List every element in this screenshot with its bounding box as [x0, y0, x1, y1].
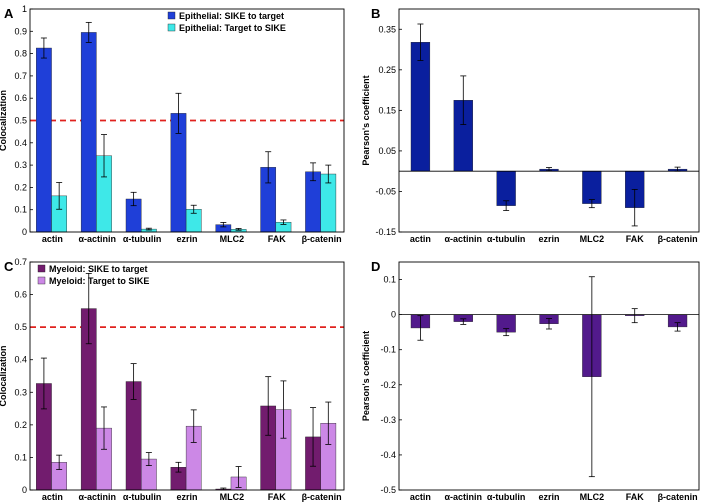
x-tick-label: α-tubulin — [487, 234, 526, 244]
x-tick-label: α-actinin — [445, 234, 483, 244]
y-tick-label: 0.7 — [14, 71, 27, 81]
y-tick-label: 0.1 — [383, 275, 396, 285]
plot-frame — [398, 8, 700, 233]
x-tick-label: FAK — [626, 492, 645, 502]
x-tick-label: actin — [410, 492, 431, 502]
y-tick-label: 0.6 — [14, 290, 27, 300]
plot-frame — [29, 261, 345, 491]
x-tick-label: ezrin — [538, 234, 559, 244]
y-axis-label: Colocalization — [0, 90, 8, 151]
y-tick-label: 0.4 — [14, 355, 27, 365]
x-tick-label: α-actinin — [79, 492, 117, 502]
x-tick-label: β-catenin — [302, 234, 342, 244]
y-tick-label: 0.1 — [14, 452, 27, 462]
y-tick-label: 0.2 — [14, 420, 27, 430]
x-tick-label: FAK — [268, 492, 287, 502]
panel-c: C 0 0.1 0.2 0.3 0.4 0.5 0.6 0.7 Colocalization act… — [0, 257, 345, 502]
y-tick-label: 0.15 — [378, 105, 396, 115]
plot-frame — [398, 261, 700, 491]
y-tick-label: 0.3 — [14, 160, 27, 170]
panel-label: C — [4, 259, 14, 274]
legend-swatch — [167, 23, 176, 32]
bar — [80, 32, 97, 233]
y-tick-label: 0 — [391, 310, 396, 320]
x-tick-label: actin — [42, 234, 63, 244]
y-tick-label: -0.05 — [375, 186, 396, 196]
panel-b: B -0.15 -0.05 0.05 0.15 0.25 0.35 Pearson's coe… — [361, 6, 700, 244]
x-tick-label: β-catenin — [658, 492, 698, 502]
y-tick-label: -0.2 — [380, 380, 396, 390]
y-tick-label: 0.3 — [14, 387, 27, 397]
legend-label: Myeloid: Target to SIKE — [49, 276, 149, 286]
y-tick-label: 0 — [22, 485, 27, 495]
y-tick-label: 0.7 — [14, 257, 27, 267]
y-tick-label: -0.1 — [380, 345, 396, 355]
y-tick-label: 0.9 — [14, 26, 27, 36]
y-tick-label: -0.5 — [380, 485, 396, 495]
x-tick-label: β-catenin — [658, 234, 698, 244]
y-tick-label: 0.5 — [14, 322, 27, 332]
bar — [410, 42, 431, 172]
y-tick-label: 0.8 — [14, 49, 27, 59]
x-tick-label: MLC2 — [220, 234, 245, 244]
x-tick-label: actin — [42, 492, 63, 502]
x-tick-label: ezrin — [176, 234, 197, 244]
y-tick-label: 1 — [22, 4, 27, 14]
x-tick-label: MLC2 — [220, 492, 245, 502]
x-tick-label: actin — [410, 234, 431, 244]
x-tick-label: β-catenin — [302, 492, 342, 502]
x-tick-label: MLC2 — [580, 492, 605, 502]
y-tick-label: 0.25 — [378, 65, 396, 75]
y-tick-label: -0.4 — [380, 450, 396, 460]
legend-label: Epithelial: Target to SIKE — [179, 23, 286, 33]
y-axis-label: Pearson's coefficient — [361, 75, 371, 165]
y-axis-label: Pearson's coefficient — [361, 331, 371, 421]
y-tick-label: 0.05 — [378, 146, 396, 156]
y-tick-label: 0.2 — [14, 182, 27, 192]
y-tick-label: 0.4 — [14, 138, 27, 148]
bar — [582, 170, 602, 204]
legend-swatch — [167, 11, 176, 20]
legend-swatch — [37, 276, 46, 285]
y-tick-label: 0 — [22, 227, 27, 237]
y-tick-label: 0.35 — [378, 24, 396, 34]
bar — [36, 47, 52, 233]
plot-frame — [29, 8, 345, 233]
x-tick-label: FAK — [268, 234, 287, 244]
x-tick-label: α-tubulin — [123, 234, 162, 244]
y-tick-label: -0.15 — [375, 227, 396, 237]
panel-label: B — [371, 6, 380, 21]
x-tick-label: α-tubulin — [123, 492, 162, 502]
x-tick-label: MLC2 — [580, 234, 605, 244]
y-axis-label: Colocalization — [0, 345, 8, 406]
x-tick-label: α-tubulin — [487, 492, 526, 502]
x-tick-label: ezrin — [176, 492, 197, 502]
panel-d: D -0.5 -0.4 -0.3 -0.2 -0.1 0 0.1 Pearson's coeff… — [361, 259, 700, 502]
x-tick-label: α-actinin — [445, 492, 483, 502]
legend-label: Myeloid: SIKE to target — [49, 264, 148, 274]
x-tick-label: FAK — [626, 234, 645, 244]
x-tick-label: ezrin — [538, 492, 559, 502]
legend-label: Epithelial: SIKE to target — [179, 11, 284, 21]
panel-label: A — [4, 6, 14, 21]
y-tick-label: 0.5 — [14, 116, 27, 126]
panel-a: A 0 0.1 0.2 0.3 0.4 0.5 0.6 0.7 0.8 0.9 1 Colocaliza… — [0, 4, 345, 244]
y-tick-label: 0.6 — [14, 93, 27, 103]
x-tick-label: α-actinin — [79, 234, 117, 244]
legend-swatch — [37, 264, 46, 273]
y-tick-label: 0.1 — [14, 205, 27, 215]
panel-label: D — [371, 259, 380, 274]
y-tick-label: -0.3 — [380, 415, 396, 425]
